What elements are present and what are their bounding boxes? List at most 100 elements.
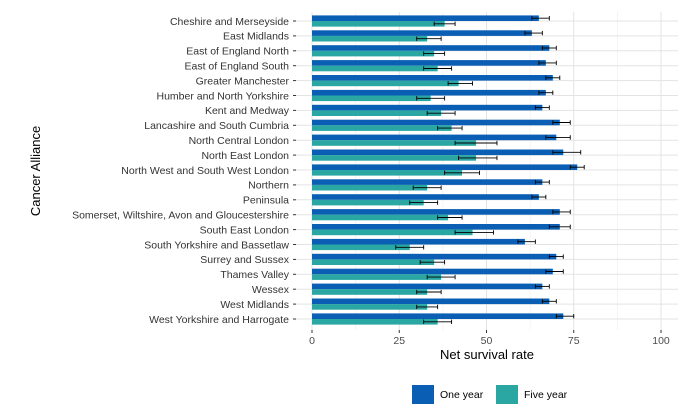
category-label: Greater Manchester bbox=[196, 75, 290, 87]
x-tick-label: 25 bbox=[393, 335, 405, 347]
bar-five-year bbox=[312, 110, 442, 116]
errorbar-one-year bbox=[538, 90, 554, 95]
errorbar-one-year bbox=[555, 314, 575, 319]
category-label: West Yorkshire and Harrogate bbox=[149, 314, 289, 326]
bar-one-year bbox=[312, 60, 546, 66]
bar-one-year bbox=[312, 30, 532, 36]
bar-five-year bbox=[312, 304, 428, 310]
errorbar-five-year bbox=[416, 289, 442, 295]
errorbar-one-year bbox=[534, 179, 550, 185]
bar-five-year bbox=[312, 21, 445, 27]
bar-five-year bbox=[312, 199, 424, 206]
errorbar-five-year bbox=[416, 36, 442, 41]
bar-one-year bbox=[312, 119, 560, 126]
category-label: Wessex bbox=[252, 284, 290, 296]
category-label: Kent and Medway bbox=[205, 105, 290, 117]
category-label: Peninsula bbox=[243, 195, 289, 207]
category-label: North West and South West London bbox=[121, 165, 289, 177]
bar-one-year bbox=[312, 283, 543, 290]
legend-item-one-year: One year bbox=[412, 385, 484, 404]
errorbar-five-year bbox=[454, 140, 498, 146]
bar-one-year bbox=[312, 313, 564, 319]
errorbar-one-year bbox=[541, 45, 557, 51]
errorbar-one-year bbox=[545, 135, 571, 140]
bar-one-year bbox=[312, 194, 539, 200]
errorbar-one-year bbox=[538, 60, 557, 66]
errorbar-one-year bbox=[569, 165, 585, 170]
errorbar-one-year bbox=[517, 239, 536, 244]
x-tick-label: 75 bbox=[568, 335, 580, 347]
category-label: South East London bbox=[200, 224, 289, 236]
error-bars-group bbox=[395, 16, 585, 324]
category-labels: Cheshire and Merseyside East Midlands East… bbox=[72, 16, 296, 326]
errorbar-five-year bbox=[395, 245, 425, 250]
category-label: North Central London bbox=[189, 135, 290, 147]
category-label: Humber and North Yorkshire bbox=[157, 90, 290, 102]
errorbar-five-year bbox=[433, 21, 456, 26]
bar-one-year bbox=[312, 15, 539, 21]
errorbar-five-year bbox=[444, 170, 480, 175]
bar-five-year bbox=[312, 125, 452, 131]
bar-five-year bbox=[312, 80, 459, 87]
bar-one-year bbox=[312, 179, 543, 185]
category-label: Surrey and Sussex bbox=[200, 254, 289, 266]
bar-one-year bbox=[312, 89, 546, 96]
errorbar-five-year bbox=[458, 155, 498, 161]
legend-swatch bbox=[496, 385, 518, 404]
legend-item-five-year: Five year bbox=[496, 385, 568, 404]
category-label: Cheshire and Merseyside bbox=[170, 16, 289, 28]
errorbar-one-year bbox=[548, 254, 564, 259]
errorbar-five-year bbox=[423, 51, 446, 56]
category-label: East Midlands bbox=[223, 31, 289, 43]
bar-one-year bbox=[312, 253, 557, 260]
category-label: East of England South bbox=[185, 61, 290, 73]
bar-one-year bbox=[312, 298, 550, 305]
errorbar-five-year bbox=[426, 111, 456, 116]
category-label: West Midlands bbox=[220, 299, 289, 311]
bar-five-year bbox=[312, 50, 435, 57]
errorbar-five-year bbox=[423, 319, 453, 324]
x-tick-label: 100 bbox=[652, 335, 670, 347]
legend-label: Five year bbox=[524, 389, 568, 401]
errorbar-one-year bbox=[552, 209, 571, 215]
bar-five-year bbox=[312, 229, 473, 236]
y-axis-title: Cancer Alliance bbox=[28, 126, 43, 216]
legend: One year Five year bbox=[412, 385, 568, 404]
bar-one-year bbox=[312, 45, 550, 51]
category-label: South Yorkshire and Bassetlaw bbox=[144, 239, 289, 251]
x-axis-title: Net survival rate bbox=[440, 347, 534, 362]
bar-five-year bbox=[312, 274, 442, 280]
errorbar-one-year bbox=[534, 105, 550, 110]
bar-one-year bbox=[312, 149, 564, 156]
x-tick-label: 0 bbox=[309, 335, 315, 347]
errorbar-five-year bbox=[409, 200, 439, 205]
bar-five-year bbox=[312, 170, 463, 176]
bar-one-year bbox=[312, 238, 525, 245]
bar-five-year bbox=[312, 65, 438, 72]
x-tick-label: 50 bbox=[481, 335, 493, 347]
errorbar-one-year bbox=[531, 16, 550, 21]
bar-one-year bbox=[312, 134, 557, 141]
x-tick-labels: 0 25 50 75 100 bbox=[309, 330, 670, 347]
bar-one-year bbox=[312, 75, 553, 81]
errorbar-five-year bbox=[426, 274, 456, 280]
bar-five-year bbox=[312, 95, 431, 102]
category-label: Somerset, Wiltshire, Avon and Gloucester… bbox=[72, 210, 289, 222]
bar-one-year bbox=[312, 268, 553, 275]
category-label: Northern bbox=[248, 180, 289, 192]
bar-five-year bbox=[312, 259, 435, 265]
bar-one-year bbox=[312, 104, 543, 111]
errorbar-five-year bbox=[454, 230, 494, 235]
bar-five-year bbox=[312, 319, 438, 325]
errorbar-one-year bbox=[552, 120, 571, 125]
errorbar-five-year bbox=[437, 125, 463, 131]
bar-five-year bbox=[312, 155, 477, 161]
errorbar-one-year bbox=[524, 30, 543, 36]
bar-five-year bbox=[312, 35, 428, 42]
bars-group bbox=[312, 15, 578, 325]
errorbar-one-year bbox=[552, 150, 582, 155]
category-label: North East London bbox=[201, 150, 289, 162]
category-label: East of England North bbox=[186, 46, 289, 58]
errorbar-five-year bbox=[412, 185, 442, 190]
errorbar-one-year bbox=[548, 224, 571, 229]
